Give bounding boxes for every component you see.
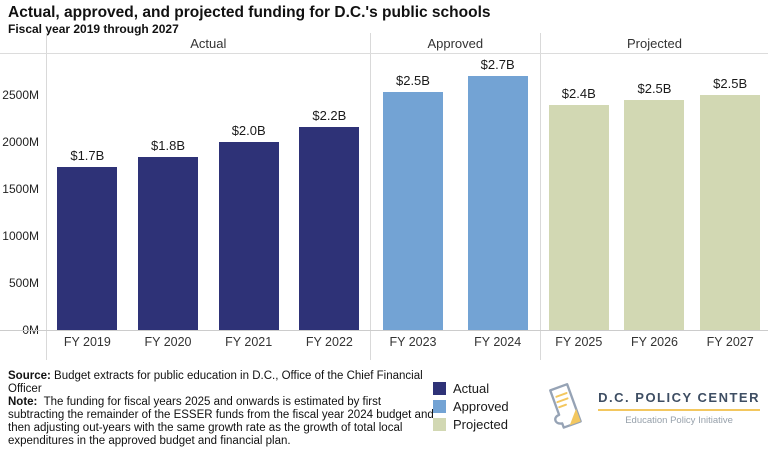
legend-swatch: [433, 400, 446, 413]
legend-label: Actual: [453, 381, 490, 396]
bar-fy-2021: [218, 142, 279, 330]
x-axis-baseline: [0, 330, 768, 331]
bar-fy-2027: [700, 95, 761, 330]
panel-x-axis: FY 2025 FY 2026 FY 2027: [541, 330, 768, 360]
legend: Actual Approved Projected: [433, 381, 509, 435]
y-axis: 0M 500M 1000M 1500M 2000M 2500M: [0, 53, 46, 337]
logo-tagline: Education Policy Initiative: [625, 415, 733, 426]
dc-policy-center-logo: D.C. POLICY CENTER Education Policy Init…: [534, 374, 760, 442]
bar-fy-2025: [548, 104, 609, 330]
bar-value-label: $2.0B: [231, 123, 266, 139]
panel-plot-area: $2.4B $2.5B $2.5B: [541, 53, 768, 330]
panel-header-divider: [0, 53, 768, 54]
logo-name: D.C. POLICY CENTER: [598, 390, 760, 405]
panel-plot-area: $1.7B $1.8B $2.0B $2.2B: [47, 53, 370, 330]
legend-item: Projected: [433, 417, 509, 432]
bar-value-label: $2.5B: [713, 76, 748, 92]
bar-value-label: $2.7B: [480, 56, 515, 72]
y-tick-label: 500M: [8, 276, 39, 291]
bar-fy-2022: [299, 126, 360, 330]
bar-value-label: $2.4B: [561, 85, 596, 101]
y-tick-label: 2000M: [2, 135, 39, 150]
bar-value-label: $1.8B: [151, 138, 185, 154]
x-tick-label: FY 2025: [555, 335, 603, 349]
legend-item: Approved: [433, 399, 509, 414]
x-tick-label: FY 2027: [706, 335, 754, 349]
panel-header-label: Approved: [427, 35, 484, 51]
legend-swatch: [433, 418, 446, 431]
x-tick-label: FY 2019: [63, 335, 111, 349]
x-tick-label: FY 2023: [389, 335, 437, 349]
x-tick-label: FY 2024: [474, 335, 522, 349]
legend-item: Actual: [433, 381, 509, 396]
bar-chart: 0M 500M 1000M 1500M 2000M 2500M Actual $1.7B $1…: [0, 33, 768, 360]
legend-label: Projected: [453, 417, 508, 432]
source-note-block: Source: Budget extracts for public educa…: [8, 370, 438, 448]
note-line: Note: The funding for fiscal years 2025 …: [8, 396, 438, 448]
bar-group: $1.8B: [128, 138, 209, 330]
x-tick-label: FY 2021: [225, 335, 273, 349]
y-tick-label: 1000M: [2, 229, 39, 244]
x-tick-label: FY 2022: [305, 335, 353, 349]
panel-plot-area: $2.5B $2.7B: [371, 53, 540, 330]
chart-subtitle: Fiscal year 2019 through 2027: [8, 22, 179, 36]
panel-header-label: Actual: [190, 35, 227, 51]
chart-panel-projected: Projected $2.4B $2.5B $2.5B FY 2025 FY 2026 FY…: [539, 33, 768, 360]
source-label: Source:: [8, 370, 51, 382]
bar-group: $2.7B: [455, 57, 540, 330]
bar-group: $2.5B: [371, 73, 456, 330]
y-tick-label: 1500M: [2, 182, 39, 197]
chart-panels: Actual $1.7B $1.8B $2.0B $2.2B FY 2019 FY 2020…: [46, 33, 768, 360]
bar-fy-2024: [467, 75, 528, 330]
bar-value-label: $2.5B: [395, 73, 430, 89]
bar-group: $2.0B: [208, 123, 289, 330]
bar-group: $2.2B: [289, 108, 370, 330]
footer: Source: Budget extracts for public educa…: [8, 367, 760, 451]
bar-group: $2.4B: [541, 86, 617, 330]
logo-text-block: D.C. POLICY CENTER Education Policy Init…: [598, 390, 760, 426]
panel-header-label: Projected: [627, 35, 682, 51]
bar-group: $1.7B: [47, 148, 128, 330]
legend-label: Approved: [453, 399, 509, 414]
note-label: Note:: [8, 396, 38, 408]
logo-underline: [598, 409, 760, 411]
bar-value-label: $2.5B: [637, 80, 672, 96]
y-tick-label: 2500M: [2, 88, 39, 103]
bar-fy-2020: [138, 157, 198, 330]
source-text: Budget extracts for public education in …: [8, 370, 426, 395]
bar-fy-2023: [382, 92, 443, 330]
bar-fy-2019: [57, 167, 118, 330]
dc-map-pencil-icon: [549, 383, 583, 429]
bar-fy-2026: [624, 99, 685, 330]
chart-title: Actual, approved, and projected funding …: [8, 4, 491, 21]
source-line: Source: Budget extracts for public educa…: [8, 370, 438, 396]
bar-value-label: $1.7B: [70, 148, 105, 164]
panel-x-axis: FY 2019 FY 2020 FY 2021 FY 2022: [47, 330, 370, 360]
legend-swatch: [433, 382, 446, 395]
panel-x-axis: FY 2023 FY 2024: [371, 330, 540, 360]
chart-panel-approved: Approved $2.5B $2.7B FY 2023 FY 2024: [369, 33, 540, 360]
note-text: The funding for fiscal years 2025 and on…: [8, 396, 437, 447]
x-tick-label: FY 2026: [630, 335, 678, 349]
bar-value-label: $2.2B: [312, 107, 347, 123]
bar-group: $2.5B: [692, 76, 768, 330]
x-tick-label: FY 2020: [144, 335, 192, 349]
bar-group: $2.5B: [617, 81, 693, 330]
chart-panel-actual: Actual $1.7B $1.8B $2.0B $2.2B FY 2019 FY 2020…: [46, 33, 370, 360]
